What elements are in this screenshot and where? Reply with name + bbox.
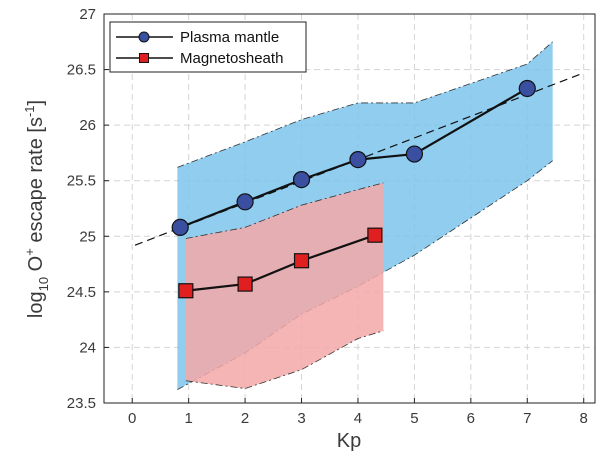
- point-magnetosheath-1: [237, 276, 253, 292]
- y-ticks: 23.5 24 24.5 25 25.5 26 26.5 27: [67, 6, 109, 412]
- point-plasma-mantle-4: [405, 145, 424, 163]
- point-plasma-mantle-5: [518, 79, 536, 98]
- y-tick-label-2: 24.5: [67, 284, 96, 301]
- point-magnetosheath-3: [367, 227, 383, 243]
- point-plasma-mantle-2: [292, 171, 311, 189]
- y-tick-label-4: 25.5: [67, 173, 96, 190]
- x-tick-label-5: 5: [410, 410, 418, 427]
- legend-label-magnetosheath: Magnetosheath: [180, 50, 283, 67]
- band-upper-edge-plasma-mantle: [177, 41, 553, 168]
- plot-frame: [103, 13, 596, 404]
- legend-box: [109, 21, 307, 73]
- point-plasma-mantle-3: [349, 150, 367, 169]
- point-plasma-mantle-1: [236, 193, 254, 211]
- y-label-close: ]: [25, 100, 47, 106]
- confidence-bands: [177, 41, 553, 391]
- band-magnetosheath: [185, 182, 384, 389]
- legend: Plasma mantle Magnetosheath: [109, 21, 307, 73]
- series-markers: [171, 79, 536, 299]
- y-tick-label-1: 24: [79, 339, 96, 356]
- legend-marker-plasma-mantle: [138, 31, 150, 43]
- x-ticks: 0 1 2 3 4 5 6 7 8: [128, 398, 588, 427]
- x-tick-label-4: 4: [354, 410, 362, 427]
- y-label-log: log: [25, 291, 47, 318]
- y-label-sup: +: [22, 248, 37, 256]
- x-tick-label-3: 3: [297, 410, 305, 427]
- x-tick-label-0: 0: [128, 410, 136, 427]
- band-upper-edge-magnetosheath: [185, 182, 384, 239]
- x-tick-label-6: 6: [467, 410, 475, 427]
- series-line-plasma-mantle: [179, 87, 528, 229]
- y-label-unit-sup: -1: [22, 105, 37, 117]
- y-axis-label: log10 O+ escape rate [s-1]: [22, 100, 51, 318]
- y-tick-label-7: 27: [79, 6, 96, 23]
- y-tick-label-6: 26.5: [67, 62, 96, 79]
- svg-text:log10 O+ escape rate [s-1]: log10 O+ escape rate [s-1]: [22, 100, 51, 318]
- x-axis-label: Kp: [337, 430, 361, 452]
- y-label-sub: 10: [36, 277, 51, 291]
- x-tick-label-7: 7: [523, 410, 531, 427]
- legend-label-plasma-mantle: Plasma mantle: [180, 29, 279, 46]
- series-line-magnetosheath: [185, 234, 376, 292]
- x-tick-label-2: 2: [241, 410, 249, 427]
- y-label-suffix: escape rate [s: [25, 117, 47, 248]
- y-tick-label-0: 23.5: [67, 395, 96, 412]
- legend-marker-magnetosheath: [139, 53, 149, 63]
- x-tick-label-8: 8: [580, 410, 588, 427]
- y-tick-label-3: 25: [79, 228, 96, 245]
- point-magnetosheath-0: [178, 283, 194, 299]
- point-plasma-mantle-0: [171, 218, 189, 236]
- point-magnetosheath-2: [293, 253, 310, 269]
- y-label-mid: O: [25, 256, 47, 277]
- series-lines: [179, 87, 528, 292]
- x-tick-label-1: 1: [184, 410, 192, 427]
- y-tick-label-5: 26: [79, 117, 96, 134]
